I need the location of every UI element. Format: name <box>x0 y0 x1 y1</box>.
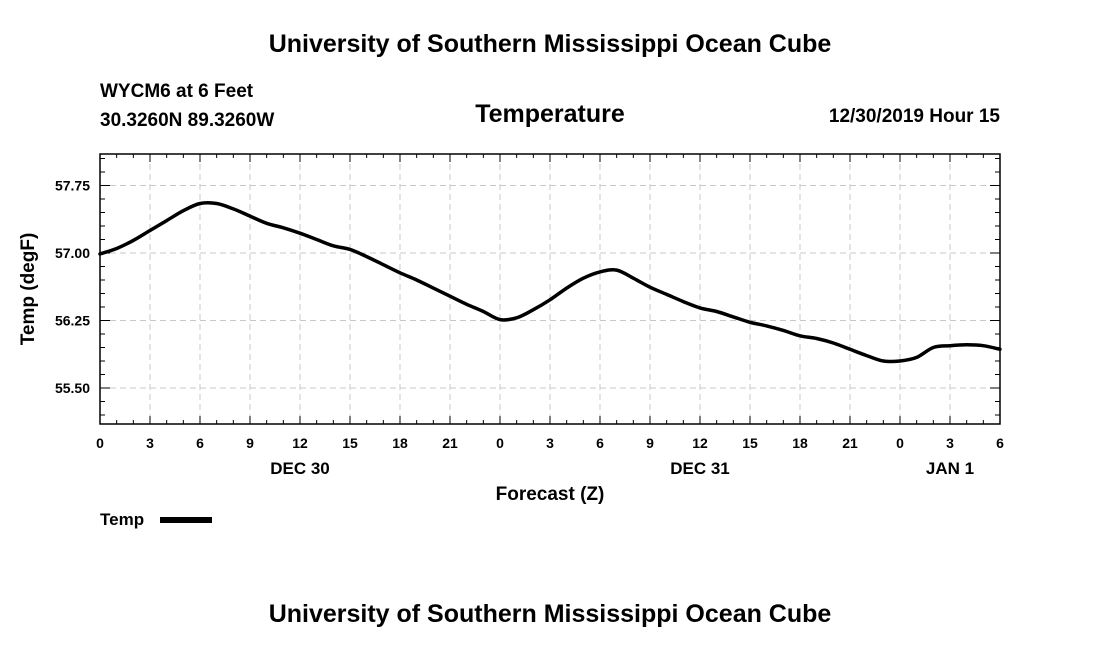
legend-label: Temp <box>100 510 144 529</box>
y-axis-label: Temp (degF) <box>18 233 39 346</box>
x-tick-label: 21 <box>442 435 458 451</box>
top-title: University of Southern Mississippi Ocean… <box>268 30 832 58</box>
run-time: 12/30/2019 Hour 15 <box>828 106 1000 127</box>
x-tick-label: 12 <box>292 435 308 451</box>
station-name: WYCM6 at 6 Feet <box>100 81 254 102</box>
y-tick-label: 55.50 <box>55 380 90 396</box>
x-tick-label: 9 <box>646 435 654 451</box>
x-tick-label: 18 <box>792 435 808 451</box>
y-tick-label: 56.25 <box>55 313 90 329</box>
x-tick-label: 6 <box>196 435 204 451</box>
series-layer <box>98 200 1002 364</box>
x-tick-label: 3 <box>946 435 954 451</box>
x-tick-label: 0 <box>496 435 504 451</box>
x-tick-label: 6 <box>596 435 604 451</box>
x-axis-label: Forecast (Z) <box>496 484 605 505</box>
y-tick-label: 57.75 <box>55 178 90 194</box>
x-tick-label: 3 <box>146 435 154 451</box>
grid-layer <box>100 154 1000 424</box>
x-tick-label: 0 <box>96 435 104 451</box>
station-info: WYCM6 at 6 Feet 30.3260N 89.3260W <box>100 77 274 135</box>
x-tick-label: 9 <box>246 435 254 451</box>
y-tick-label: 57.00 <box>55 245 90 261</box>
x-tick-label: 6 <box>996 435 1004 451</box>
tick-layer: 0 3 6 9 12 15 18 21 0 3 6 9 12 15 18 21 0 3 6 DEC 30 DEC 31 J… <box>55 154 1004 478</box>
x-tick-label: 15 <box>342 435 358 451</box>
x-tick-label: 3 <box>546 435 554 451</box>
x-tick-label: 15 <box>742 435 758 451</box>
date-label: DEC 31 <box>670 459 730 478</box>
chart-title: Temperature <box>475 100 625 128</box>
station-coordinates: 30.3260N 89.3260W <box>100 110 275 131</box>
series-line-temp <box>98 200 1002 364</box>
x-tick-label: 18 <box>392 435 408 451</box>
x-tick-label: 0 <box>896 435 904 451</box>
date-label: JAN 1 <box>926 459 974 478</box>
plot-frame <box>99 153 1001 425</box>
x-tick-label: 21 <box>842 435 858 451</box>
x-tick-label: 12 <box>692 435 708 451</box>
date-label: DEC 30 <box>270 459 330 478</box>
bottom-title: University of Southern Mississippi Ocean… <box>268 600 832 628</box>
